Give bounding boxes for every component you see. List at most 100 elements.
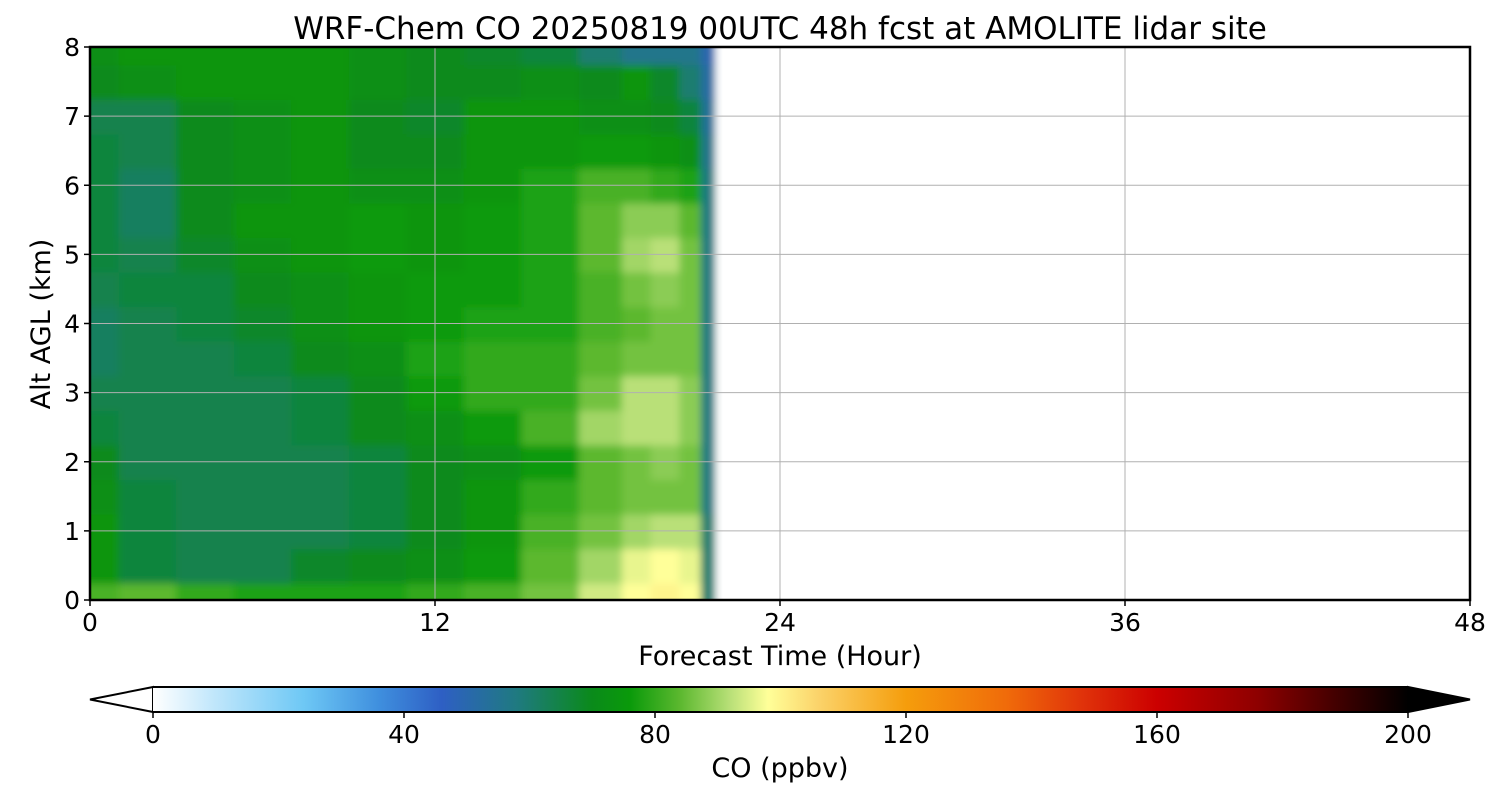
heatmap-cell <box>650 479 681 515</box>
heatmap-cell <box>348 548 408 584</box>
heatmap-cell <box>90 582 120 600</box>
heatmap-cell <box>521 133 580 169</box>
heatmap-cell <box>679 582 702 600</box>
heatmap-cell <box>679 340 702 377</box>
heatmap-cell <box>176 64 235 100</box>
heatmap-cell <box>348 409 408 446</box>
heatmap-cell <box>348 479 408 515</box>
heatmap-cell <box>679 271 702 308</box>
heatmap-cell <box>233 47 293 66</box>
colorbar-label: CO (ppbv) <box>711 753 848 784</box>
heatmap-cell <box>521 271 580 308</box>
colorbar-tick-label: 120 <box>882 720 930 749</box>
heatmap-cell <box>679 409 702 446</box>
heatmap-cell <box>90 548 120 584</box>
x-tick-label: 48 <box>1454 608 1486 637</box>
heatmap-cell <box>578 548 623 584</box>
heatmap-cell <box>715 47 724 66</box>
heatmap-cell <box>176 582 235 600</box>
heatmap-cell <box>233 409 293 446</box>
heatmap-cell <box>521 409 580 446</box>
heatmap-cell <box>463 133 523 169</box>
heatmap-cell <box>90 202 120 239</box>
heatmap-cell <box>578 340 623 377</box>
colorbar-tick-label: 200 <box>1384 720 1432 749</box>
heatmap-cell <box>90 409 120 446</box>
heatmap-cell <box>291 479 350 515</box>
heatmap-cell <box>176 340 235 377</box>
y-tick-label: 8 <box>64 33 80 62</box>
heatmap-cell <box>233 479 293 515</box>
heatmap-cell <box>621 271 652 308</box>
heatmap-cell <box>621 340 652 377</box>
heatmap-cell <box>650 133 681 169</box>
colorbar-under-arrow <box>89 685 154 714</box>
heatmap-cell <box>90 340 120 377</box>
chart-title: WRF-Chem CO 20250819 00UTC 48h fcst at A… <box>293 11 1267 47</box>
co-concentration-field <box>90 47 1470 600</box>
heatmap-cell <box>176 479 235 515</box>
heatmap-cell <box>715 133 724 169</box>
heatmap-cell <box>118 64 178 100</box>
colorbar-tick-label: 0 <box>145 720 161 749</box>
heatmap-cell <box>521 582 580 600</box>
colorbar-ticks: 0 40 80 120 160 200 <box>145 712 1432 749</box>
heatmap-cell <box>90 479 120 515</box>
heatmap-cell <box>118 271 178 308</box>
heatmap-cell <box>463 271 523 308</box>
heatmap-cell <box>348 271 408 308</box>
heatmap-cell <box>700 202 717 239</box>
heatmap-cell <box>679 64 702 100</box>
y-tick-label: 7 <box>64 102 80 131</box>
heatmap-cell <box>291 64 350 100</box>
y-tick-label: 6 <box>64 171 80 200</box>
heatmap-cell <box>650 47 681 66</box>
colorbar: 0 40 80 120 160 200 CO (ppbv) <box>89 685 1471 784</box>
x-tick-label: 12 <box>419 608 451 637</box>
heatmap-cell <box>621 479 652 515</box>
y-axis-ticks: 0 1 2 3 4 5 6 7 8 <box>64 33 90 615</box>
heatmap-cell <box>621 409 652 446</box>
heatmap-cell <box>650 202 681 239</box>
heatmap-cell <box>291 202 350 239</box>
heatmap-cell <box>700 47 717 66</box>
heatmap-cell <box>650 548 681 584</box>
heatmap-cell <box>521 479 580 515</box>
heatmap-cell <box>463 409 523 446</box>
heatmap-cell <box>291 340 350 377</box>
heatmap-cell <box>715 271 724 308</box>
heatmap-cell <box>700 64 717 100</box>
heatmap-cell <box>715 340 724 377</box>
colorbar-gradient <box>153 687 1408 712</box>
heatmap-cell <box>291 133 350 169</box>
heatmap-cell <box>463 479 523 515</box>
x-axis-ticks: 0 12 24 36 48 <box>82 600 1486 637</box>
colorbar-tick-label: 160 <box>1133 720 1181 749</box>
heatmap-cell <box>621 47 652 66</box>
x-tick-label: 24 <box>764 608 796 637</box>
x-axis-label: Forecast Time (Hour) <box>638 641 922 672</box>
heatmap-cell <box>715 548 724 584</box>
heatmap-cell <box>679 133 702 169</box>
heatmap-cell <box>176 47 235 66</box>
x-tick-label: 36 <box>1109 608 1141 637</box>
heatmap-cell <box>348 133 408 169</box>
heatmap-cell <box>650 582 681 600</box>
heatmap-cell <box>621 202 652 239</box>
heatmap-cell <box>463 340 523 377</box>
heatmap-cell <box>578 47 623 66</box>
heatmap-cell <box>700 133 717 169</box>
heatmap-cell <box>118 202 178 239</box>
heatmap-cell <box>650 271 681 308</box>
heatmap-cell <box>621 548 652 584</box>
heatmap-cell <box>521 47 580 66</box>
heatmap-cell <box>118 582 178 600</box>
heatmap-cell <box>348 202 408 239</box>
heatmap-cell <box>700 479 717 515</box>
heatmap-cell <box>118 47 178 66</box>
heatmap-cell <box>233 582 293 600</box>
y-axis-label: Alt AGL (km) <box>26 239 57 410</box>
heatmap-cell <box>90 47 120 66</box>
heatmap-cell <box>176 548 235 584</box>
